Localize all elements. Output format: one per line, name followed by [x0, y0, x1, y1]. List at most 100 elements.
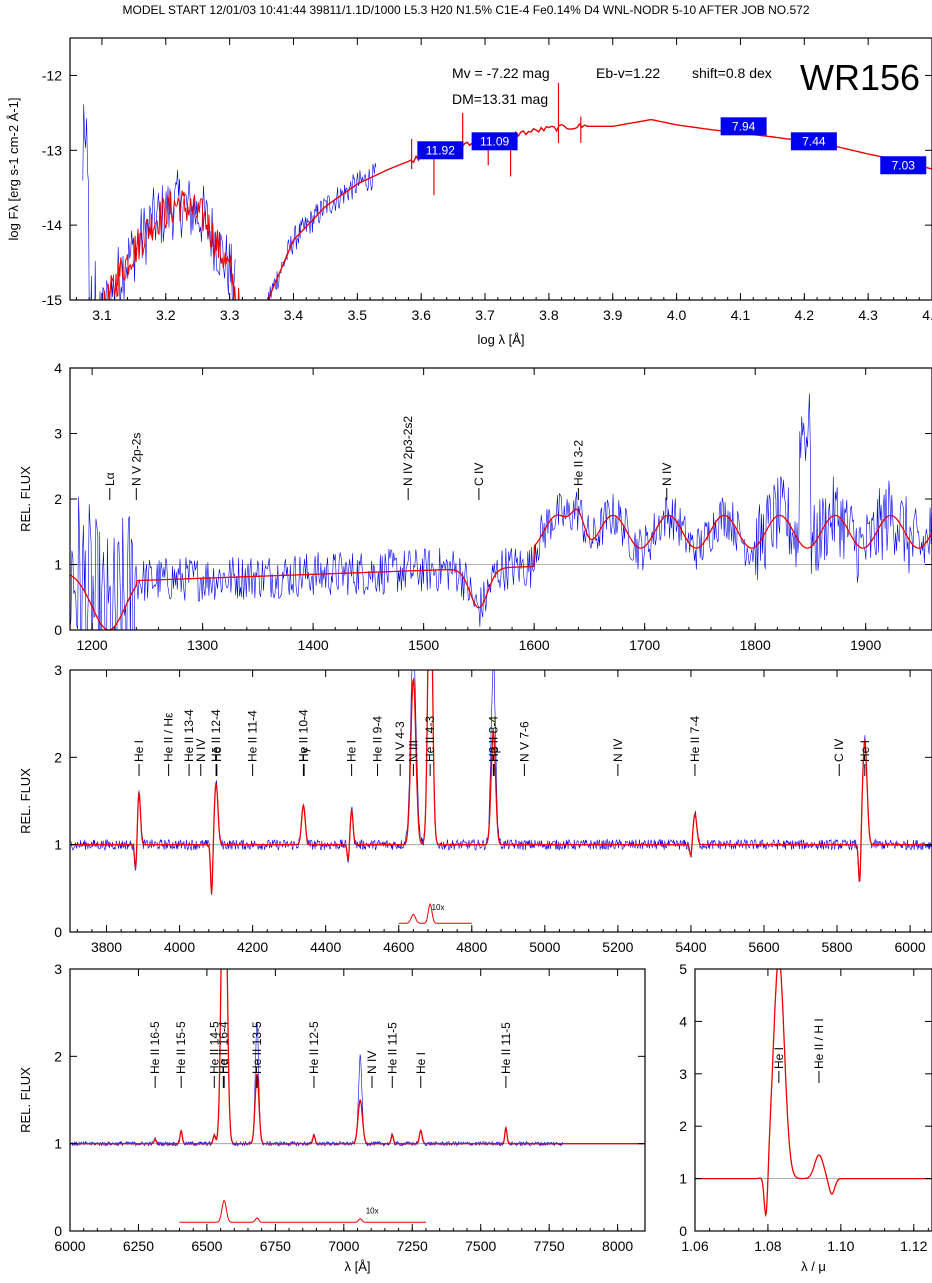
x-tick-label: 5800 [821, 939, 852, 955]
x-tick-label: 4600 [383, 939, 414, 955]
y-tick-label: 2 [54, 749, 62, 765]
inset-model-spectrum [179, 1199, 426, 1223]
x-tick-label: 1200 [77, 637, 108, 653]
ir-plot-area [695, 969, 932, 1218]
line-id-label: N IV 2p3-2s2 [401, 416, 415, 486]
y-tick-label: 1 [54, 1136, 62, 1152]
line-id-label: He II 11-5 [499, 1022, 513, 1074]
sed-observed-optical [267, 163, 377, 300]
inset-label: 10x [366, 1207, 379, 1216]
ir-model-spectrum [695, 969, 932, 1218]
ebv-text: Eb-v=1.22 [596, 65, 660, 81]
line-id-label: N IV [611, 739, 625, 762]
line-id-label: Hγ [297, 747, 311, 762]
inset-model-spectrum [398, 903, 472, 924]
x-tick-label: 4800 [456, 939, 487, 955]
photometry-box [417, 141, 464, 160]
line-id-label: He II 14-5 [207, 1021, 221, 1074]
y-tick-label: 2 [54, 1048, 62, 1064]
line-id-label: He II 15-5 [174, 1021, 188, 1074]
line-id-label: He II 11-5 [385, 1022, 399, 1074]
y-axis-label: REL. FLUX [18, 466, 33, 532]
x-tick-label: 3.1 [92, 307, 112, 323]
photometry-label: 11.09 [480, 134, 509, 148]
x-tick-label: 6500 [191, 1238, 222, 1254]
red-model-spectrum [70, 969, 645, 1145]
line-id-label: He II 16-5 [148, 1021, 162, 1074]
line-id-label: He II 4-3 [423, 716, 437, 762]
y-tick-label: 0 [54, 1223, 62, 1239]
x-tick-label: 4.3 [858, 307, 878, 323]
uv-model-spectrum [70, 508, 932, 630]
photometry-box [880, 156, 927, 175]
y-axis-label: REL. FLUX [18, 768, 33, 834]
line-id-label: N III [406, 740, 420, 762]
x-tick-label: 5600 [748, 939, 779, 955]
x-tick-label: 4200 [237, 939, 268, 955]
panel-red: 6000 6250 6500 6750 7000 7250 7500 7750 8000 0 1 2 3… [18, 961, 646, 1274]
line-id-label: N V 7-6 [517, 721, 531, 762]
x-tick-label: 4400 [310, 939, 341, 955]
photometry-box [790, 132, 837, 151]
line-id-label: Hα [217, 1058, 231, 1074]
line-id-label: C IV [472, 463, 486, 486]
y-axis-label: REL. FLUX [18, 1067, 33, 1133]
y-tick-label: 1 [679, 1171, 687, 1187]
x-tick-label: 3.4 [284, 307, 304, 323]
y-tick-label: 0 [54, 622, 62, 638]
panel-optical: 3800 4000 4200 4400 4600 4800 5000 5200 5400 5600… [18, 662, 932, 955]
optical-frame [69, 669, 932, 933]
y-tick-label: 3 [54, 662, 62, 678]
line-id-label: N V 4-3 [393, 721, 407, 762]
red-frame [69, 968, 646, 1232]
x-axis-label: λ [Å] [344, 1259, 370, 1274]
photometry-box [471, 132, 518, 151]
x-tick-label: 1.12 [900, 1238, 927, 1254]
x-tick-label: 3.6 [411, 307, 431, 323]
optical-observed-spectrum [70, 670, 932, 896]
y-tick-label: -12 [42, 67, 62, 83]
x-tick-label: 1.10 [827, 1238, 854, 1254]
sed-plot-area [82, 82, 932, 300]
line-id-label: He I [345, 740, 359, 762]
line-id-label: He II 3-2 [571, 440, 585, 486]
x-tick-label: 7500 [465, 1238, 496, 1254]
line-id-label: Lα [103, 472, 117, 486]
dm-text: DM=13.31 mag [452, 91, 548, 107]
line-id-label: He I [414, 1052, 428, 1074]
y-tick-label: -14 [42, 217, 62, 233]
x-tick-label: 1700 [629, 637, 660, 653]
x-axis-label: λ / μ [801, 1259, 826, 1274]
y-tick-label: 3 [679, 1066, 687, 1082]
photometry-label: 11.92 [426, 143, 455, 157]
line-id-label: He II 12-5 [307, 1021, 321, 1074]
line-id-label: Hβ [487, 746, 501, 762]
panel-sed: 3.1 3.2 3.3 3.4 3.5 3.6 3.7 3.8 3.9 4.0 4.1 4.2 4.3 4… [6, 37, 932, 347]
mv-text: Mv = -7.22 mag [452, 65, 550, 81]
sed-model-continuum [267, 118, 932, 300]
panel-ir: 1.06 1.08 1.10 1.12 0 1 2 3 4 5 λ / μ He I He II / H… [679, 961, 932, 1274]
panel-uv: 1200 1300 1400 1500 1600 1700 1800 1900 0 1 2 3 4 REL… [18, 360, 932, 653]
y-tick-label: 4 [54, 360, 62, 376]
y-tick-label: 1 [54, 557, 62, 573]
y-tick-label: 0 [679, 1223, 687, 1239]
line-id-label: He II 8-4 [486, 716, 500, 762]
line-id-label: He II 11-4 [246, 710, 260, 762]
x-tick-label: 6250 [123, 1238, 154, 1254]
x-tick-label: 4000 [164, 939, 195, 955]
x-tick-label: 1.06 [681, 1238, 708, 1254]
x-tick-label: 7250 [397, 1238, 428, 1254]
uv-plot-area [70, 393, 932, 630]
x-tick-label: 8000 [602, 1238, 633, 1254]
optical-plot-area [70, 670, 932, 924]
y-axis-label: log Fλ [erg s-1 cm-2 Å-1] [6, 97, 21, 240]
line-id-label: He II 13-5 [250, 1021, 264, 1074]
line-id-label: He I [132, 740, 146, 762]
line-id-label: He II 13-4 [182, 709, 196, 762]
x-tick-label: 5400 [675, 939, 706, 955]
x-tick-label: 1300 [187, 637, 218, 653]
uv-observed-spectrum [70, 393, 932, 630]
line-id-label: He II 12-4 [209, 709, 223, 762]
uv-frame [69, 367, 932, 631]
